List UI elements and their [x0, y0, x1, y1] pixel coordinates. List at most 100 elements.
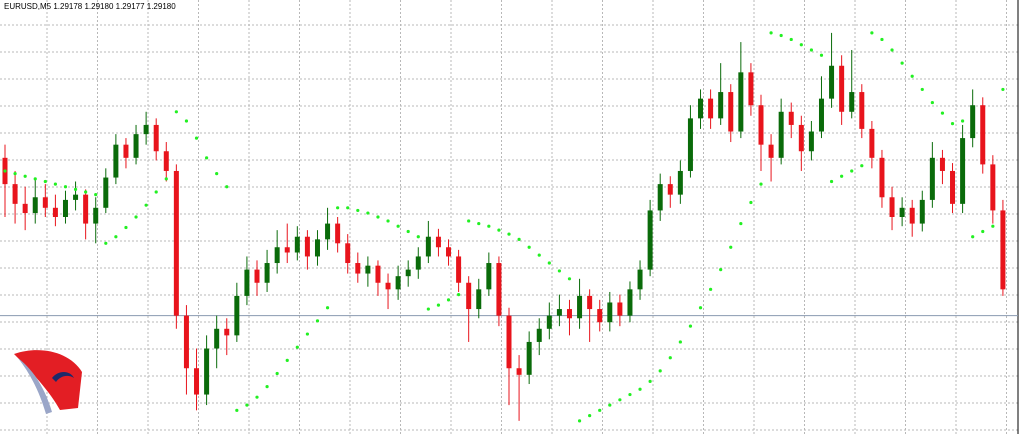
- sar-dot: [134, 215, 138, 219]
- candle-body: [566, 309, 572, 319]
- candle-body: [335, 223, 341, 244]
- sar-dot: [698, 306, 703, 310]
- sar-dot: [426, 307, 430, 311]
- candle-body: [264, 263, 270, 283]
- candle-body: [748, 72, 754, 106]
- candle-body: [889, 197, 895, 217]
- sar-dot: [13, 172, 17, 176]
- sar-dot: [94, 193, 98, 197]
- candle-body: [32, 197, 38, 214]
- candle-body: [284, 247, 290, 253]
- candle-body: [294, 236, 300, 253]
- sar-dot: [870, 31, 874, 35]
- sar-dot: [225, 185, 229, 189]
- candle-body: [355, 263, 361, 274]
- logo-detail: [52, 372, 74, 382]
- candle-body: [929, 157, 935, 200]
- sar-dot: [829, 179, 834, 184]
- candle-body: [42, 197, 48, 208]
- sar-dot: [809, 48, 814, 52]
- sar-dot: [598, 408, 602, 412]
- candle-body: [546, 315, 552, 329]
- sar-dot: [174, 110, 178, 114]
- sar-dot: [43, 179, 47, 184]
- candle-body: [738, 72, 744, 132]
- candle-body: [818, 98, 824, 132]
- candle-body: [778, 111, 784, 158]
- candle-body: [657, 184, 663, 211]
- candle-body: [214, 328, 220, 349]
- marks: [0, 31, 1018, 423]
- sar-dot: [275, 371, 279, 376]
- sar-dot: [880, 37, 884, 42]
- sar-dot: [114, 235, 118, 239]
- sar-dot: [981, 229, 985, 234]
- sar-dot: [255, 395, 259, 399]
- sar-dot: [618, 398, 622, 402]
- candle-body: [970, 105, 976, 139]
- candle-body: [204, 348, 210, 395]
- candle-body: [133, 134, 139, 158]
- candle-body: [456, 256, 462, 283]
- sar-dot: [406, 229, 410, 234]
- candle-body: [919, 199, 925, 224]
- sar-dot: [789, 37, 793, 42]
- sar-dot: [245, 403, 249, 407]
- sar-dot: [628, 392, 632, 397]
- candle-body: [244, 269, 250, 296]
- candle-body: [950, 170, 956, 204]
- sar-dot: [497, 228, 501, 232]
- candle-body: [194, 368, 200, 395]
- sar-dot: [104, 241, 108, 245]
- candle-body: [415, 256, 421, 270]
- sar-dot: [124, 225, 128, 230]
- sar-dot: [719, 268, 723, 272]
- sar-dot: [950, 122, 955, 126]
- sar-dot: [205, 156, 209, 160]
- candle-body: [325, 223, 331, 240]
- sar-dot: [638, 387, 642, 391]
- sar-dot: [477, 221, 481, 226]
- sar-dot: [336, 206, 340, 210]
- sar-dot: [648, 379, 652, 383]
- candle-body: [960, 138, 966, 204]
- sar-dot: [961, 119, 965, 123]
- candle-body: [849, 92, 855, 112]
- candle-body: [839, 65, 845, 112]
- sar-dot: [467, 219, 471, 223]
- sar-dot: [759, 182, 763, 186]
- candle-body: [375, 265, 381, 283]
- sar-dot: [890, 48, 894, 52]
- candle-body: [93, 207, 99, 224]
- sar-dot: [910, 74, 914, 78]
- candle-body: [183, 315, 189, 369]
- sar-dot: [577, 419, 582, 423]
- sar-dot: [819, 53, 824, 57]
- candle-body: [597, 309, 603, 323]
- sar-dot: [688, 324, 693, 328]
- candle-body: [768, 144, 774, 158]
- sar-dot: [557, 269, 562, 273]
- sar-dot: [396, 224, 400, 228]
- candle-body: [556, 309, 562, 316]
- sar-dot: [588, 413, 592, 418]
- sar-dot: [23, 174, 27, 178]
- candle-body: [173, 170, 179, 316]
- logo: [14, 350, 82, 414]
- sar-dot: [749, 200, 753, 205]
- sar-dot: [356, 208, 360, 213]
- candle-body: [506, 315, 512, 369]
- candle-body: [314, 239, 320, 257]
- sar-dot: [729, 245, 733, 249]
- candle-body: [234, 295, 240, 336]
- candle-body: [254, 269, 260, 283]
- candle-body: [536, 328, 542, 342]
- sar-dot: [33, 177, 37, 181]
- candle-body: [587, 295, 593, 310]
- candle-body: [73, 194, 79, 200]
- candle-body: [677, 170, 683, 195]
- sar-dot: [215, 172, 219, 176]
- candle-body: [113, 144, 119, 178]
- sar-dot: [164, 177, 168, 181]
